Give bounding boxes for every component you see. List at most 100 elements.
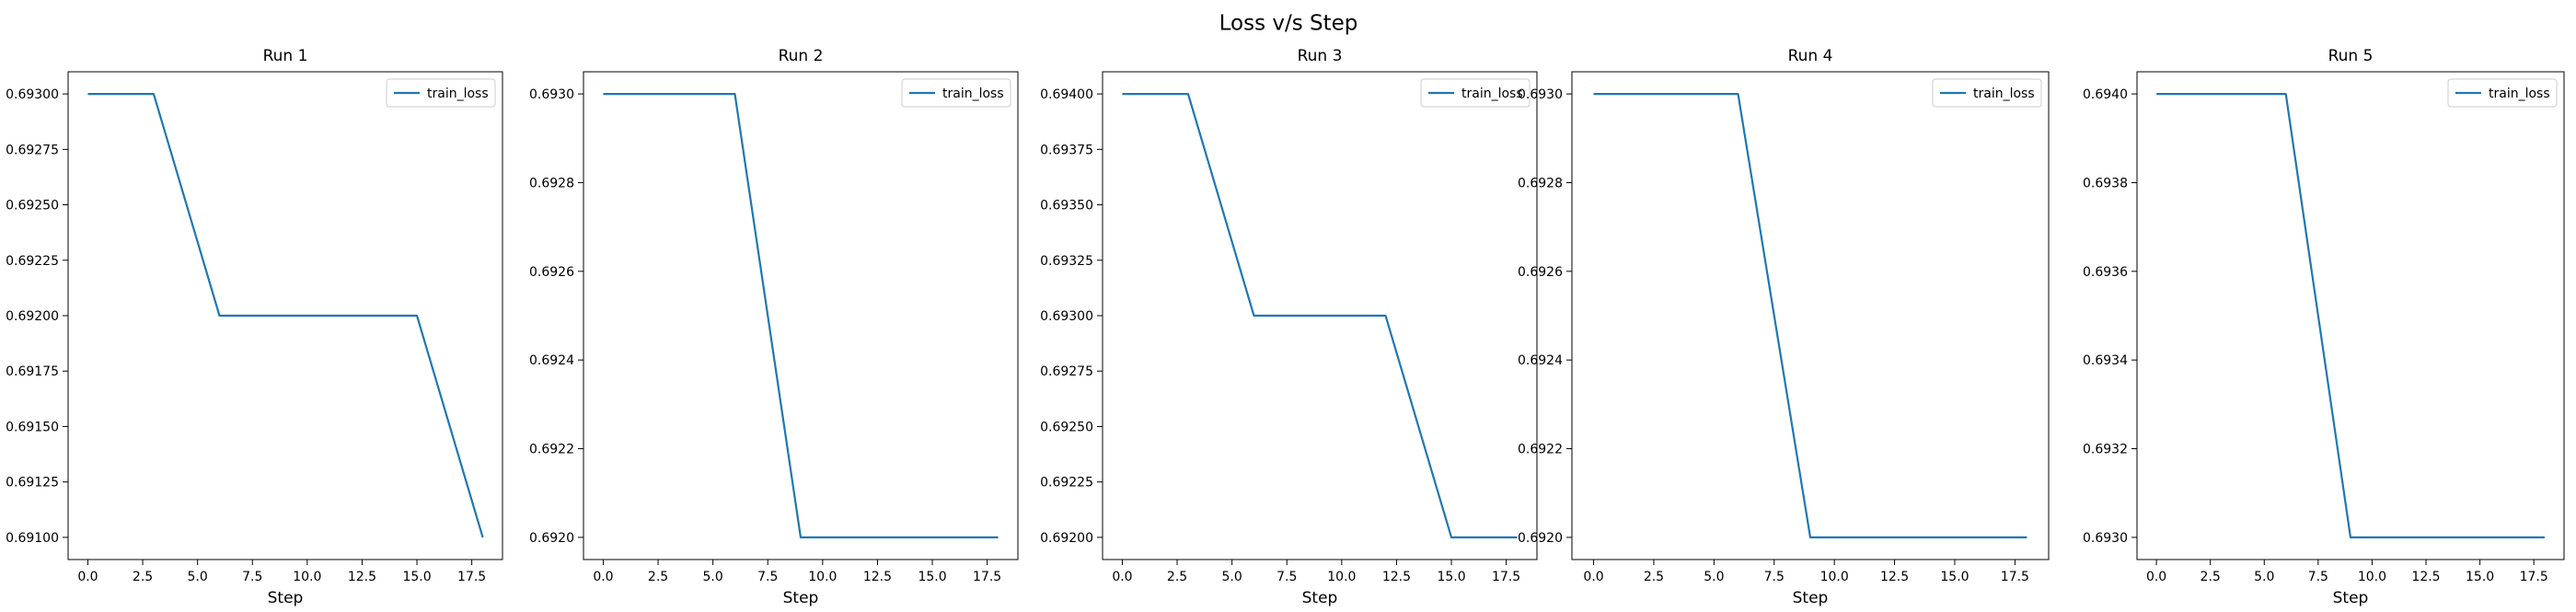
x-axis-label: Step (268, 589, 304, 607)
x-tick-label: 10.0 (1820, 570, 1849, 584)
x-tick-label: 5.0 (1222, 570, 1242, 584)
x-tick-label: 12.5 (2411, 570, 2440, 584)
y-tick-label: 0.6922 (529, 443, 574, 457)
x-tick-label: 15.0 (918, 570, 946, 584)
x-tick-label: 7.5 (757, 570, 778, 584)
y-tick-label: 0.6930 (529, 87, 574, 102)
y-tick-label: 0.6926 (1518, 265, 1563, 280)
axes-frame (583, 71, 1019, 560)
x-tick-label: 5.0 (2254, 570, 2274, 584)
x-tick-label: 12.5 (863, 570, 892, 584)
x-tick-label: 12.5 (348, 570, 376, 584)
y-tick-label: 0.69250 (6, 199, 59, 214)
subplot-run-5: Run 5 0.0 2.5 5.0 7.5 10.0 12.5 15.0 17.5 0.6930 0… (2083, 47, 2565, 607)
x-tick-label: 0.0 (2146, 570, 2166, 584)
y-tick-label: 0.6936 (2083, 265, 2128, 280)
x-tick-label: 17.5 (457, 570, 486, 584)
y-tick-label: 0.69275 (6, 143, 59, 157)
x-tick-label: 0.0 (1583, 570, 1603, 584)
x-tick-label: 0.0 (593, 570, 613, 584)
y-tick-label: 0.6920 (529, 531, 574, 546)
y-tick-label: 0.69100 (6, 531, 59, 546)
legend-label: train_loss (1973, 87, 2035, 101)
y-tick-label: 0.6922 (1518, 443, 1563, 457)
x-tick-label: 2.5 (2201, 570, 2221, 584)
x-tick-label: 12.5 (1880, 570, 1909, 584)
y-tick-label: 0.6938 (2083, 176, 2128, 191)
legend-label: train_loss (2489, 87, 2550, 101)
series-line-train-loss (1122, 92, 1518, 539)
x-tick-label: 15.0 (1940, 570, 1969, 584)
legend-box (1420, 78, 1531, 108)
subplot-title: Run 4 (1788, 47, 1833, 65)
legend: train_loss (2447, 78, 2558, 108)
x-tick-label: 15.0 (1437, 570, 1465, 584)
y-tick-label: 0.69275 (1040, 364, 1093, 379)
x-axis-label: Step (783, 589, 819, 607)
legend-label: train_loss (942, 87, 1004, 101)
y-tick-label: 0.69350 (1040, 199, 1093, 214)
y-tick-label: 0.69150 (6, 420, 59, 434)
legend: train_loss (1932, 78, 2042, 108)
y-tick-label: 0.69175 (6, 364, 59, 379)
x-axis-label: Step (1302, 589, 1338, 607)
legend: train_loss (386, 78, 496, 108)
x-tick-label: 17.5 (2001, 570, 2029, 584)
x-tick-label: 12.5 (1382, 570, 1411, 584)
series-line-train-loss (87, 92, 484, 538)
y-tick-label: 0.6924 (1518, 353, 1563, 368)
x-tick-label: 2.5 (1167, 570, 1187, 584)
y-tick-label: 0.69200 (6, 309, 59, 324)
subplot-grid: Run 1 0.0 2.5 5.0 7.5 10.0 12.5 15.0 17.5 0.69100… (6, 47, 2565, 607)
subplot-title: Run 3 (1298, 47, 1343, 65)
series-line-train-loss (1593, 92, 2027, 539)
y-tick-label: 0.6926 (529, 265, 574, 280)
y-tick-label: 0.69225 (1040, 476, 1093, 491)
legend-label: train_loss (427, 87, 489, 101)
y-tick-label: 0.6924 (529, 353, 574, 368)
y-tick-label: 0.69250 (1040, 420, 1093, 434)
x-tick-label: 7.5 (2308, 570, 2328, 584)
y-tick-label: 0.6930 (2083, 531, 2128, 546)
x-tick-label: 7.5 (1764, 570, 1785, 584)
x-tick-label: 10.0 (808, 570, 837, 584)
x-tick-label: 7.5 (242, 570, 262, 584)
x-axis-label: Step (1793, 589, 1829, 607)
x-tick-label: 5.0 (703, 570, 723, 584)
y-tick-label: 0.69300 (1040, 309, 1093, 324)
legend-label: train_loss (1461, 87, 1523, 101)
y-tick-label: 0.69325 (1040, 254, 1093, 269)
subplot-run-4: Run 4 0.0 2.5 5.0 7.5 10.0 12.5 15.0 17.5 0.6920 0… (1518, 47, 2050, 607)
x-tick-label: 2.5 (1644, 570, 1664, 584)
x-tick-label: 7.5 (1276, 570, 1297, 584)
x-tick-label: 5.0 (188, 570, 208, 584)
y-tick-label: 0.69125 (6, 476, 59, 491)
y-tick-label: 0.6932 (2083, 443, 2128, 457)
y-tick-label: 0.6934 (2083, 353, 2128, 368)
legend-box (1932, 78, 2042, 108)
x-tick-label: 0.0 (1112, 570, 1132, 584)
x-tick-label: 0.0 (77, 570, 98, 584)
legend: train_loss (901, 78, 1011, 108)
x-tick-label: 5.0 (1704, 570, 1724, 584)
x-tick-label: 17.5 (1492, 570, 1520, 584)
legend-box (2447, 78, 2558, 108)
subplot-title: Run 2 (779, 47, 824, 65)
figure-title: Loss v/s Step (1219, 12, 1358, 36)
x-tick-label: 15.0 (2466, 570, 2494, 584)
subplot-run-3: Run 3 0.0 2.5 5.0 7.5 10.0 12.5 15.0 17.5 0.69200… (1040, 47, 1538, 607)
y-tick-label: 0.69375 (1040, 143, 1093, 157)
series-line-train-loss (603, 92, 999, 539)
y-tick-label: 0.69200 (1040, 531, 1093, 546)
legend: train_loss (1420, 78, 1531, 108)
x-axis-label: Step (2333, 589, 2369, 607)
y-tick-label: 0.69225 (6, 254, 59, 269)
x-tick-label: 10.0 (1327, 570, 1356, 584)
legend-box (901, 78, 1011, 108)
subplot-title: Run 1 (263, 47, 308, 65)
subplot-run-1: Run 1 0.0 2.5 5.0 7.5 10.0 12.5 15.0 17.5 0.69100… (6, 47, 503, 607)
axes-frame (2136, 71, 2565, 560)
subplot-run-2: Run 2 0.0 2.5 5.0 7.5 10.0 12.5 15.0 17.5 0.6920 0… (529, 47, 1019, 607)
x-tick-label: 15.0 (402, 570, 431, 584)
y-tick-label: 0.6928 (529, 176, 574, 191)
